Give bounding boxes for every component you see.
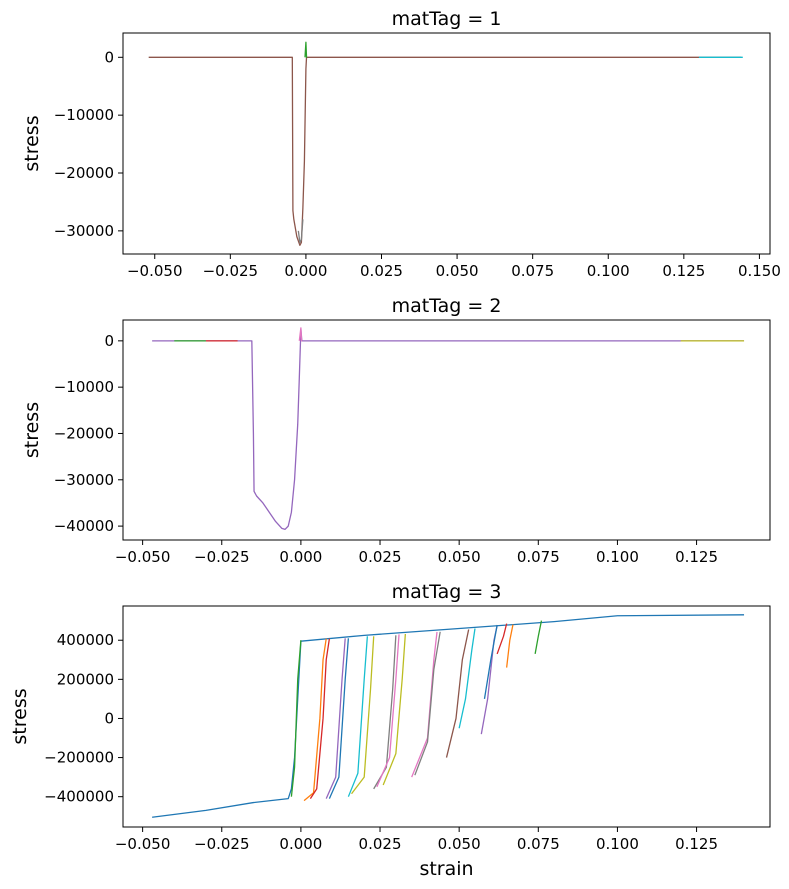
x-tick-label: 0.050 — [436, 262, 479, 280]
y-tick-label: 0 — [104, 332, 114, 350]
y-tick-label: −400000 — [44, 788, 114, 806]
series-line-3 — [309, 638, 331, 799]
x-tick-label: −0.025 — [194, 548, 250, 566]
x-tick-label: 0.125 — [675, 548, 718, 566]
x-tick-label: −0.025 — [194, 835, 250, 853]
x-tick-label: 0.000 — [279, 835, 322, 853]
series-line-15 — [480, 625, 498, 735]
series-group — [152, 614, 745, 818]
series-line-1 — [290, 640, 302, 797]
y-axis-label: stress — [21, 402, 43, 458]
y-tick-label: −30000 — [54, 471, 114, 489]
y-tick-label: 400000 — [57, 631, 114, 649]
y-tick-label: −20000 — [54, 164, 114, 182]
x-tick-label: 0.025 — [360, 262, 403, 280]
x-tick-label: 0.100 — [587, 262, 630, 280]
series-line-0 — [152, 614, 745, 818]
y-tick-label: −200000 — [44, 749, 114, 767]
x-tick-label: 0.000 — [284, 262, 327, 280]
series-line-13 — [445, 629, 470, 758]
series-group — [148, 41, 743, 246]
series-line-1 — [304, 41, 308, 58]
x-tick-label: −0.025 — [203, 262, 259, 280]
y-axis-label: stress — [9, 688, 31, 744]
y-tick-label: 0 — [104, 709, 114, 727]
series-line-14 — [458, 628, 476, 729]
series-line-6 — [347, 636, 369, 797]
x-tick-label: 0.000 — [279, 548, 322, 566]
chart-title: matTag = 1 — [392, 8, 502, 30]
chart-title: matTag = 3 — [392, 581, 502, 603]
x-tick-label: 0.125 — [675, 835, 718, 853]
series-line-10 — [382, 633, 406, 786]
y-tick-label: −40000 — [54, 517, 114, 535]
axes-frame — [122, 605, 771, 828]
x-tick-label: 0.100 — [596, 835, 639, 853]
subplot-mattag-3: −0.050 −0.025 0.000 0.025 0.050 0.075 0.100 0.1… — [9, 581, 771, 880]
series-group — [152, 327, 745, 530]
series-line-18 — [496, 623, 508, 655]
series-line-5 — [328, 638, 350, 799]
x-tick-label: −0.050 — [115, 835, 171, 853]
series-line-1 — [298, 327, 303, 342]
x-tick-label: 0.025 — [359, 835, 402, 853]
series-line-11 — [411, 631, 438, 778]
y-tick-label: −30000 — [54, 222, 114, 240]
series-line-7 — [351, 636, 375, 795]
x-tick-label: 0.075 — [517, 548, 560, 566]
series-line-4 — [325, 638, 346, 799]
chart-title: matTag = 2 — [392, 295, 502, 317]
y-tick-label: −10000 — [54, 378, 114, 396]
y-axis-label: stress — [21, 115, 43, 171]
axes-frame — [122, 319, 771, 541]
x-tick-label: 0.075 — [511, 262, 554, 280]
x-tick-label: −0.050 — [115, 548, 171, 566]
y-tick-label: −20000 — [54, 424, 114, 442]
x-tick-label: −0.050 — [127, 262, 183, 280]
x-tick-label: 0.100 — [596, 548, 639, 566]
series-line-19 — [534, 620, 543, 655]
y-tick-label: 200000 — [57, 670, 114, 688]
x-tick-label: 0.150 — [738, 262, 781, 280]
series-line-17 — [505, 624, 514, 668]
series-line-12 — [414, 631, 441, 776]
series-line-2 — [303, 638, 327, 802]
series-line-0 — [152, 328, 745, 530]
x-tick-label: 0.050 — [438, 835, 481, 853]
x-axis-label: strain — [419, 858, 473, 880]
series-line-9 — [376, 634, 400, 788]
x-tick-label: 0.025 — [359, 548, 402, 566]
axes-frame — [122, 32, 771, 255]
x-tick-label: 0.075 — [517, 835, 560, 853]
series-line-16 — [483, 624, 498, 700]
y-tick-label: 0 — [104, 48, 114, 66]
subplot-mattag-1: −0.050 −0.025 0.000 0.025 0.050 0.075 0.100 0.1… — [21, 8, 781, 280]
y-tick-label: −10000 — [54, 106, 114, 124]
x-tick-label: 0.125 — [662, 262, 705, 280]
series-line-2 — [297, 219, 304, 244]
subplot-mattag-2: −0.050 −0.025 0.000 0.025 0.050 0.075 0.100 0.1… — [21, 295, 771, 566]
x-tick-label: 0.050 — [438, 548, 481, 566]
series-line-0 — [148, 56, 742, 246]
series-line-8 — [373, 635, 397, 790]
